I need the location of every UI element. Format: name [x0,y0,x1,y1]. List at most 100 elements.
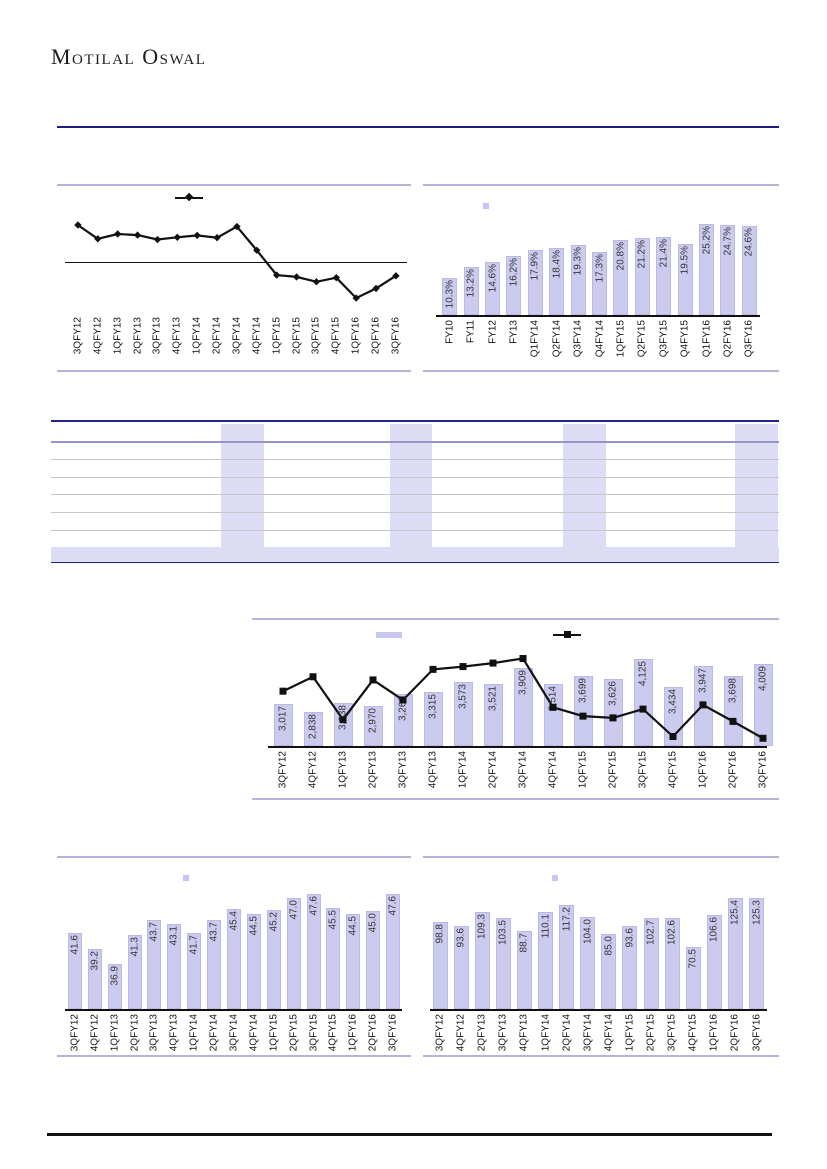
bar [559,905,575,1009]
bar [432,921,448,1009]
bar [633,658,653,746]
value-label: 13.2% [465,269,477,298]
bar [643,918,659,1009]
x-axis-label: 1QFY14 [457,751,469,789]
bar [580,917,596,1009]
square-marker-icon [399,696,407,704]
highlighted-column [734,424,778,547]
x-axis-label: 4QFY13 [518,1014,530,1052]
value-label: 93.6 [455,928,467,948]
bar [127,935,142,1009]
bar [266,909,281,1009]
x-axis-label: 1QFY16 [347,1014,359,1052]
value-label: 43.7 [208,921,220,942]
x-axis-label: 2QFY16 [370,317,382,355]
value-label: 24.7% [722,227,734,256]
quarterly-financials-table [51,420,779,563]
bar [601,933,617,1009]
bar [147,919,162,1009]
bar [513,667,533,746]
bar [603,679,623,746]
bar [483,683,503,746]
square-marker-icon [279,687,287,695]
x-axis-label: 3QFY15 [310,317,322,355]
x-axis-label: 2QFY14 [487,751,499,789]
line-series [279,654,767,742]
bar [363,706,383,746]
bar [753,663,773,746]
bar [366,911,381,1009]
x-axis-label: 3QFY16 [751,1014,763,1052]
category-axis [268,746,767,748]
bar [303,711,323,746]
highlighted-column [390,424,433,547]
x-axis-label: 4QFY13 [427,751,439,789]
value-label: 14.6% [487,264,498,293]
x-axis-label: Q2FY16 [722,320,734,358]
value-label: 43.1 [168,925,180,945]
bar [485,262,500,315]
diamond-marker-icon [312,278,321,286]
value-label: 47.6 [387,896,399,916]
value-label: 45.4 [228,910,240,930]
header-rule [57,126,779,128]
x-axis-label: 3QFY12 [434,1014,446,1052]
x-axis-label: 2QFY16 [727,751,739,789]
bar [634,238,650,315]
chart-bottom-left-bars: 41.6 39.2 36.9 41.3 43.7 43.1 41.7 43.7 45.4 44.5… [57,856,411,1057]
value-label: 20.8% [615,241,627,270]
x-axis-label: 2QFY16 [367,1014,379,1052]
value-label: 45.2 [268,911,280,932]
bar [346,914,361,1009]
chart-bottom-right-bars: 98.8 93.6 109.3 103.5 88.7 110.1 117.2 104.0 85.… [423,856,779,1057]
table-row-divider [51,477,779,478]
zero-axis-line [65,262,407,264]
bar [107,963,122,1009]
x-axis-label: 4QFY12 [455,1014,467,1052]
x-axis-label: 4QFY15 [687,1014,699,1052]
x-axis-label: Q3FY14 [572,320,584,358]
value-label: 109.3 [476,914,488,940]
x-axis-label: 2QFY14 [211,317,223,355]
x-axis-label: 3QFY16 [387,1014,399,1052]
bar [538,911,554,1009]
bar [273,704,293,746]
bar [246,914,261,1009]
x-axis-label: 3QFY13 [151,317,163,355]
square-marker-icon [549,703,557,711]
x-axis-label: 3QFY16 [390,317,402,355]
bar [167,923,182,1009]
value-label: 125.4 [729,900,741,926]
x-axis-label: Q3FY16 [743,320,755,358]
diamond-marker-icon [292,273,301,281]
x-axis-label: 2QFY14 [208,1014,220,1052]
value-label: 18.4% [551,250,563,279]
value-label: 110.1 [540,913,552,938]
bar [749,898,765,1009]
bar [723,676,743,746]
x-axis-label: 3QFY12 [69,1014,81,1052]
x-axis-label: 3QFY15 [637,751,649,789]
x-axis-label: FY11 [465,320,477,344]
bar [573,676,593,746]
bar [699,223,714,315]
x-axis-label: 1QFY13 [337,751,349,789]
x-axis-label: 1QFY15 [268,1014,280,1052]
square-marker-icon [519,654,527,662]
bar [87,948,102,1009]
diamond-marker-icon [352,294,360,302]
bar [622,926,638,1009]
x-axis-label: 3QFY13 [497,1014,509,1052]
value-label: 102.6 [666,920,678,946]
footer-rule [47,1133,772,1136]
x-axis-label: FY13 [508,320,520,344]
value-label: 10.3% [444,279,456,308]
x-axis-label: 4QFY12 [92,317,104,355]
value-label: 102.7 [645,920,657,946]
x-axis-label: 2QFY13 [367,751,379,789]
square-marker-icon [309,673,317,681]
bar [549,248,565,315]
x-axis-label: 2QFY13 [132,317,144,355]
x-axis-label: 4QFY14 [248,1014,260,1052]
value-label: 103.5 [497,919,509,945]
